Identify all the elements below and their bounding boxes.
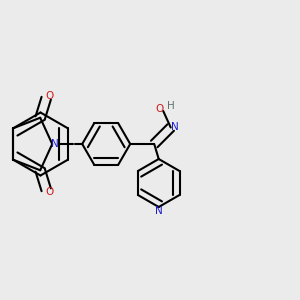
Text: N: N xyxy=(155,206,163,216)
Text: O: O xyxy=(46,187,54,197)
Text: O: O xyxy=(155,103,164,114)
Text: O: O xyxy=(46,91,54,101)
Text: H: H xyxy=(167,100,175,111)
Text: N: N xyxy=(51,139,59,149)
Text: N: N xyxy=(171,122,178,133)
